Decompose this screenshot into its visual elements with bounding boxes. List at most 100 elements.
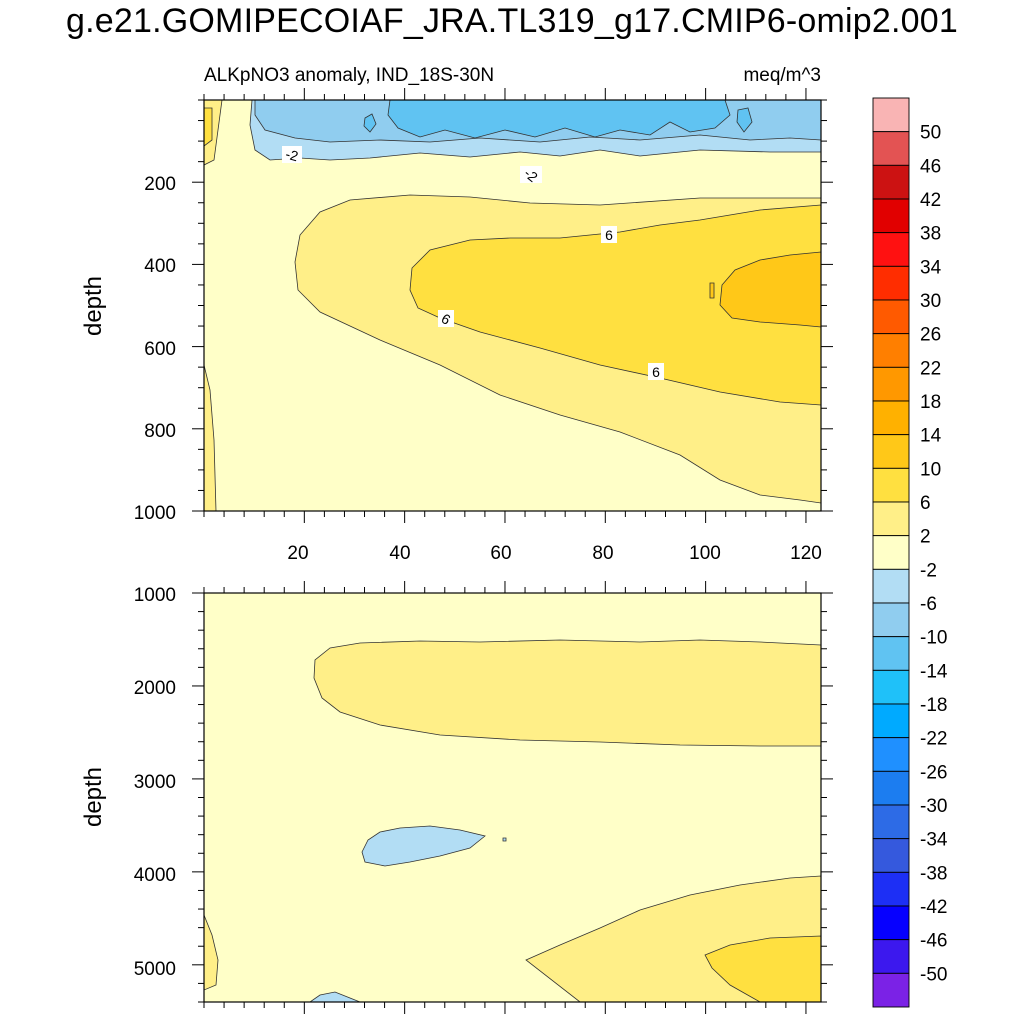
top-x-tick-label: 100 [689,543,721,564]
colorbar-label: -34 [920,830,948,851]
colorbar-box [872,568,910,604]
colorbar-box [872,467,910,503]
colorbar-box [872,131,910,166]
bottom-neg-dot [502,837,507,842]
colorbar-box [872,602,910,638]
top-x-tick-label: 40 [389,543,410,564]
colorbar-labels: 50 46 42 38 34 30 26 22 18 14 10 6 2 -2 -6 -10 -14 -18 -22… [920,123,948,986]
colorbar-label: 34 [920,257,942,278]
top-neg-patch [363,113,377,133]
colorbar-label: 38 [920,224,941,245]
top-contour-field [204,100,821,511]
top-x-tick-label: 120 [790,543,822,564]
top-x-tick-label: 80 [592,543,613,564]
top-y-tick-label: 200 [144,174,176,195]
top-y-tick-label: 800 [144,421,176,442]
colorbar-box [872,636,910,671]
colorbar-label: 42 [920,190,941,211]
chart-title: g.e21.GOMIPECOIAF_JRA.TL319_g17.CMIP6-om… [66,2,958,40]
top-pos-core-sliver [709,282,715,299]
top-y-tick-label: 400 [144,256,176,277]
colorbar-box [872,198,910,234]
colorbar-box [872,703,910,739]
colorbar-label: 2 [920,527,931,548]
top-left-positive-core [204,107,213,147]
colorbar-box [872,804,910,840]
colorbar-label: 10 [920,459,941,480]
bottom-axis-ticks [192,581,833,1014]
colorbar-label: 14 [920,426,942,447]
colorbar-label: 50 [920,123,941,144]
bottom-contour-field [204,593,821,1002]
colorbar-label: 26 [920,325,941,346]
colorbar [872,97,910,1008]
bottom-deep-pos-core [704,935,821,1002]
colorbar-box [872,366,910,402]
colorbar-box [872,434,910,469]
colorbar-box [872,535,910,570]
top-pos-tongue-6 [409,204,821,406]
colorbar-box [872,164,910,200]
contour-label: 6 [605,227,613,243]
top-axis-ticks [192,88,833,523]
bottom-y-tick-label: 4000 [134,865,176,886]
colorbar-box [872,939,910,974]
colorbar-label: 22 [920,358,941,379]
top-x-tick-label: 20 [287,543,308,564]
colorbar-box [872,669,910,705]
top-panel: ALKpNO3 anomaly, IND_18S-30N meq/m^3 [80,65,833,564]
colorbar-label: -6 [920,594,937,615]
contour-label: -2 [284,146,300,165]
colorbar-label: -46 [920,931,947,952]
colorbar-box [872,838,910,873]
colorbar-box [872,871,910,907]
colorbar-box [872,333,910,368]
bottom-y-tick-label: 5000 [134,959,176,980]
colorbar-box [872,770,910,806]
top-panel-units: meq/m^3 [743,65,821,86]
colorbar-box [872,737,910,772]
colorbar-label: -22 [920,729,947,750]
top-y-tick-label: 1000 [134,503,176,524]
colorbar-label: 18 [920,392,941,413]
top-y-tick-label: 600 [144,339,176,360]
colorbar-label: -2 [920,560,937,581]
colorbar-label: 6 [920,493,931,514]
bottom-y-axis-label: depth [80,767,107,827]
colorbar-box [872,905,910,941]
colorbar-label: -14 [920,661,948,682]
bottom-pos-band [313,639,821,747]
top-y-axis-label: depth [80,276,107,336]
colorbar-box [872,400,910,436]
top-neg-patch [736,107,753,133]
bottom-floor-neg-sliver [309,991,361,1002]
colorbar-box [872,265,910,301]
colorbar-label: -26 [920,762,947,783]
colorbar-box [872,972,910,1008]
colorbar-box [872,501,910,537]
bottom-y-tick-label: 3000 [134,772,176,793]
colorbar-label: -10 [920,628,947,649]
colorbar-label: -30 [920,796,947,817]
bottom-y-tick-label: 2000 [134,678,176,699]
bottom-y-tick-label: 1000 [134,585,176,606]
colorbar-label: -42 [920,897,947,918]
colorbar-label: 46 [920,156,941,177]
top-contour-labels: -2 -2 6 6 6 [282,146,664,380]
top-pos-core-10 [719,251,821,328]
bottom-left-deep-strip [204,914,219,991]
top-panel-subtitle: ALKpNO3 anomaly, IND_18S-30N [204,65,494,86]
colorbar-label: -50 [920,964,947,985]
colorbar-label: -38 [920,863,947,884]
top-left-deep-strip [204,364,217,511]
colorbar-label: 30 [920,291,941,312]
colorbar-label: -18 [920,695,947,716]
top-neg-layer-dark [387,100,731,139]
bottom-panel: 1000 2000 3000 4000 5000 depth [80,581,833,1014]
colorbar-box [872,232,910,267]
colorbar-box [872,299,910,335]
colorbar-box [872,97,910,133]
top-x-tick-label: 60 [490,543,511,564]
bottom-neg-patch [361,825,486,867]
